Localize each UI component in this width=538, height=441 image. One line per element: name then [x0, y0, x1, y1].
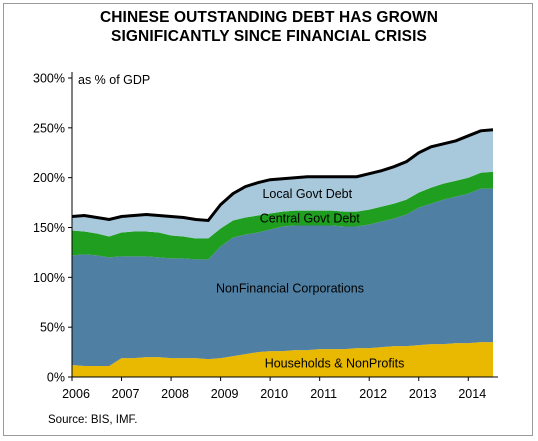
series-label-local-govt-debt: Local Govt Debt: [262, 187, 352, 201]
x-tick-label: 2012: [359, 387, 387, 401]
y-tick-label: 50%: [40, 321, 65, 335]
y-tick-label: 0%: [47, 371, 65, 385]
x-tick-label: 2008: [161, 387, 189, 401]
source-note: Source: BIS, IMF.: [48, 414, 138, 426]
x-tick-label: 2007: [112, 387, 140, 401]
area-layers: [72, 129, 493, 377]
x-tick-label: 2014: [458, 387, 486, 401]
series-labels: Households & NonProfits NonFinancial Corp…: [216, 187, 404, 370]
x-tick-label: 2006: [62, 387, 90, 401]
y-tick-group: 0% 50% 100% 150% 200% 250% 300%: [33, 72, 72, 385]
chart-title-line-1: CHINESE OUTSTANDING DEBT HAS GROWN: [99, 9, 439, 26]
x-tick-label: 2010: [260, 387, 288, 401]
y-tick-label: 250%: [33, 121, 65, 135]
series-label-central-govt-debt: Central Govt Debt: [260, 212, 361, 226]
area-local-govt-debt: [72, 129, 493, 239]
series-label-households-nonprofits: Households & NonProfits: [265, 357, 405, 371]
y-tick-label: 300%: [33, 72, 65, 86]
x-tick-label: 2009: [211, 387, 239, 401]
area-nonfinancial-corporations: [72, 188, 493, 366]
y-tick-label: 100%: [33, 271, 65, 285]
x-tick-label: 2011: [310, 387, 337, 401]
total-debt-line: [71, 128, 494, 223]
chart-title: CHINESE OUTSTANDING DEBT HAS GROWN SIGNI…: [0, 8, 538, 46]
y-tick-label: 200%: [33, 171, 65, 185]
x-tick-group: 2006 2007 2008 2009 2010 2011 2012 2013 2014: [62, 377, 486, 401]
x-tick-label: 2013: [409, 387, 437, 401]
area-households-nonprofits: [72, 342, 493, 377]
chart-title-line-2: SIGNIFICANTLY SINCE FINANCIAL CRISIS: [111, 28, 427, 45]
area-central-govt-debt: [72, 171, 493, 260]
y-tick-label: 150%: [33, 221, 65, 235]
y-axis-label: as % of GDP: [78, 73, 150, 87]
series-label-nonfinancial-corporations: NonFinancial Corporations: [216, 281, 364, 295]
